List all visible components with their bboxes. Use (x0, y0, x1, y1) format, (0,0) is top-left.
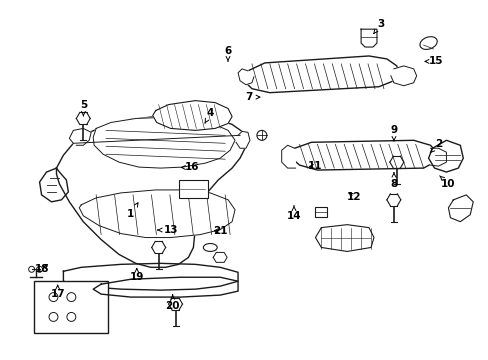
Polygon shape (291, 140, 436, 170)
Text: 8: 8 (389, 173, 397, 189)
Polygon shape (427, 140, 462, 172)
Polygon shape (315, 225, 373, 251)
Polygon shape (360, 29, 376, 47)
Text: 19: 19 (129, 269, 143, 282)
Text: 16: 16 (181, 162, 199, 172)
Text: 5: 5 (80, 100, 87, 116)
Text: 12: 12 (346, 192, 361, 202)
Text: 1: 1 (126, 203, 138, 219)
Polygon shape (93, 117, 235, 168)
Text: 21: 21 (213, 226, 227, 236)
Polygon shape (447, 195, 472, 222)
Circle shape (67, 312, 76, 321)
Polygon shape (429, 148, 446, 166)
Polygon shape (238, 69, 253, 85)
Polygon shape (93, 277, 238, 297)
Text: 4: 4 (204, 108, 214, 123)
Text: 20: 20 (165, 295, 180, 311)
Text: 14: 14 (286, 206, 301, 221)
Text: 11: 11 (307, 161, 322, 171)
Polygon shape (69, 129, 91, 145)
Bar (34, 281, 108, 333)
Text: 17: 17 (50, 285, 65, 298)
Text: 18: 18 (34, 264, 49, 274)
Bar (178, 180, 208, 198)
Text: 6: 6 (224, 46, 231, 61)
Polygon shape (152, 100, 232, 130)
Text: 2: 2 (429, 139, 441, 153)
Polygon shape (40, 168, 68, 202)
Circle shape (67, 293, 76, 302)
Ellipse shape (203, 243, 217, 251)
Polygon shape (236, 131, 249, 148)
Polygon shape (244, 56, 398, 93)
Polygon shape (79, 190, 235, 238)
Text: 9: 9 (389, 125, 397, 141)
Text: 15: 15 (424, 57, 443, 66)
Ellipse shape (419, 37, 436, 49)
Circle shape (256, 130, 266, 140)
Bar (315, 207, 326, 217)
Text: 3: 3 (373, 18, 384, 33)
Circle shape (49, 312, 58, 321)
Text: 10: 10 (439, 176, 455, 189)
Text: 13: 13 (158, 225, 178, 235)
Polygon shape (213, 252, 226, 262)
Circle shape (49, 293, 58, 302)
Text: 7: 7 (245, 92, 260, 102)
Polygon shape (63, 264, 238, 290)
Polygon shape (281, 145, 295, 168)
Polygon shape (390, 66, 416, 86)
Polygon shape (56, 116, 245, 267)
